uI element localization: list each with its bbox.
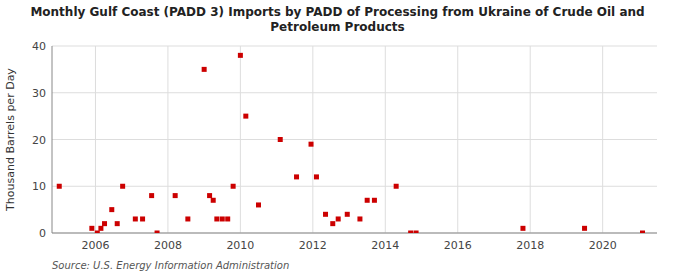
- point: [336, 216, 341, 221]
- point: [314, 174, 319, 179]
- point: [408, 231, 413, 234]
- point: [365, 198, 370, 203]
- point: [109, 207, 114, 212]
- point: [207, 193, 212, 198]
- title-line: Petroleum Products: [270, 20, 404, 34]
- point: [309, 142, 314, 147]
- x-tick-label: 2010: [226, 239, 254, 252]
- title-line: Monthly Gulf Coast (PADD 3) Imports by P…: [30, 5, 644, 19]
- x-grid-line: [167, 46, 168, 233]
- point: [102, 221, 107, 226]
- point: [278, 137, 283, 142]
- point: [149, 193, 154, 198]
- y-tick-label: 0: [39, 227, 46, 240]
- x-tick-label: 2018: [516, 239, 544, 252]
- point: [133, 216, 138, 221]
- point: [140, 216, 145, 221]
- y-grid-line: [52, 46, 657, 47]
- x-grid-line: [95, 46, 96, 233]
- point: [155, 231, 160, 234]
- point: [414, 231, 419, 234]
- point: [357, 216, 362, 221]
- y-tick-label: 10: [32, 180, 46, 193]
- y-axis-label: Thousand Barrels per Day: [4, 68, 17, 212]
- title: Monthly Gulf Coast (PADD 3) Imports by P…: [30, 5, 644, 34]
- point: [243, 114, 248, 119]
- point: [345, 212, 350, 217]
- point: [202, 67, 207, 72]
- y-axis: [52, 46, 53, 233]
- point: [256, 202, 261, 207]
- point: [220, 216, 225, 221]
- x-grid-line: [312, 46, 313, 233]
- point: [330, 221, 335, 226]
- point: [294, 174, 299, 179]
- source-note: Source: U.S. Energy Information Administ…: [52, 260, 289, 271]
- point: [115, 221, 120, 226]
- point: [185, 216, 190, 221]
- x-grid-line: [385, 46, 386, 233]
- x-axis: [52, 233, 657, 234]
- y-tick-label: 20: [32, 134, 46, 147]
- point: [582, 226, 587, 231]
- x-grid-line: [240, 46, 241, 233]
- x-tick-label: 2008: [154, 239, 182, 252]
- point: [173, 193, 178, 198]
- point: [231, 184, 236, 189]
- points: [57, 53, 645, 233]
- point: [640, 231, 645, 234]
- chart: Monthly Gulf Coast (PADD 3) Imports by P…: [0, 0, 675, 275]
- point: [238, 53, 243, 58]
- point: [225, 216, 230, 221]
- point: [95, 231, 100, 234]
- point: [372, 198, 377, 203]
- y-tick-label: 40: [32, 40, 46, 53]
- point: [323, 212, 328, 217]
- x-tick-label: 2020: [589, 239, 617, 252]
- x-grid-line: [457, 46, 458, 233]
- point: [120, 184, 125, 189]
- x-grid-line: [602, 46, 603, 233]
- x-tick-label: 2006: [81, 239, 109, 252]
- grid: [52, 46, 657, 233]
- point: [211, 198, 216, 203]
- y-tick-label: 30: [32, 87, 46, 100]
- background: [0, 0, 675, 275]
- y-grid-line: [52, 92, 657, 93]
- point: [394, 184, 399, 189]
- point: [98, 226, 103, 231]
- y-grid-line: [52, 233, 657, 234]
- x-tick-label: 2016: [444, 239, 472, 252]
- y-grid-line: [52, 139, 657, 140]
- x-grid-line: [530, 46, 531, 233]
- point: [214, 216, 219, 221]
- point: [89, 226, 94, 231]
- y-grid-line: [52, 186, 657, 187]
- x-tick-label: 2012: [299, 239, 327, 252]
- point: [520, 226, 525, 231]
- x-tick-label: 2014: [371, 239, 399, 252]
- point: [57, 184, 62, 189]
